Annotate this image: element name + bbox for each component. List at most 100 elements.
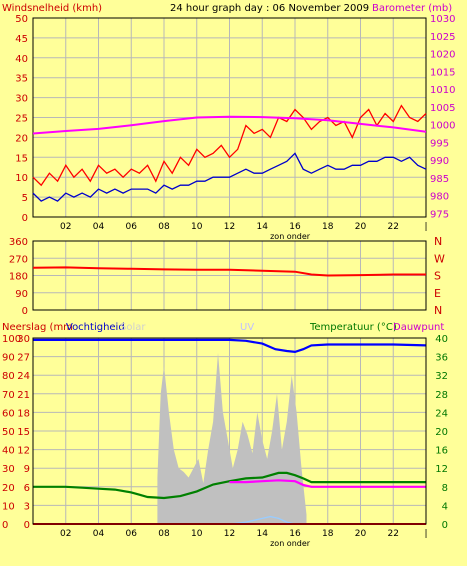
percent-tick-label: 70 (2, 390, 15, 401)
rain-tick-label: 0 (24, 520, 30, 531)
percent-tick-label: 60 (2, 408, 15, 419)
series-area-solar (157, 352, 307, 524)
compass-label: N (434, 235, 442, 248)
rain-tick-label: 12 (17, 446, 30, 457)
percent-tick-label: 0 (2, 520, 8, 531)
x-tick-label: 04 (93, 222, 105, 232)
percent-tick-label: 50 (2, 427, 15, 438)
temperature-tick-label: 16 (435, 446, 448, 457)
x-tick-label: 22 (388, 222, 399, 232)
x-tick-label: 14 (257, 529, 269, 539)
y-left-tick-label: 25 (15, 114, 28, 125)
humidity-label: Vochtigheid (66, 322, 125, 333)
x-tick-label: 10 (191, 529, 203, 539)
y-right-tick-label: 990 (430, 156, 449, 167)
y-left-tick-label: 0 (22, 213, 28, 224)
x-tick-label: 18 (322, 529, 334, 539)
series-line-average (32, 152, 427, 202)
direction-tick-label: 90 (15, 289, 28, 300)
y-left-tick-label: 20 (15, 133, 28, 144)
compass-label: N (434, 304, 442, 317)
x-tick-label: 04 (93, 529, 105, 539)
y-right-tick-label: 1010 (430, 85, 455, 96)
x-tick-label: 16 (289, 529, 301, 539)
percent-tick-label: 20 (2, 483, 15, 494)
x-tick-label: 08 (158, 529, 170, 539)
temperature-tick-label: 20 (435, 427, 448, 438)
percent-tick-label: 30 (2, 464, 15, 475)
y-right-tick-label: 1025 (430, 32, 455, 43)
rain-tick-label: 27 (17, 353, 30, 364)
y-right-tick-label: 980 (430, 192, 449, 203)
temperature-tick-label: 4 (442, 501, 448, 512)
percent-tick-label: 40 (2, 446, 15, 457)
temperature-tick-label: 24 (435, 408, 448, 419)
series-line-humidity (33, 338, 427, 354)
barometer-axis-title: Barometer (mb) (372, 3, 452, 14)
sunset-label: zon onder (270, 232, 311, 241)
rain-tick-label: 9 (24, 464, 30, 475)
y-left-tick-label: 5 (22, 193, 28, 204)
y-left-tick-label: 30 (15, 94, 28, 105)
y-right-tick-label: 1000 (430, 121, 455, 132)
y-right-tick-label: 985 (430, 174, 449, 185)
chart-title: 24 hour graph day : 06 November 2009 (170, 3, 369, 14)
x-tick-label: 02 (60, 222, 71, 232)
x-tick-label: 20 (355, 222, 367, 232)
compass-label: W (434, 252, 445, 265)
x-tick-label: 06 (126, 529, 138, 539)
uv-label: UV (240, 322, 254, 333)
x-tick-label: 14 (257, 222, 269, 232)
y-left-tick-label: 50 (15, 14, 28, 25)
temperature-tick-label: 8 (442, 483, 448, 494)
y-right-tick-label: 975 (430, 209, 449, 220)
temperature-tick-label: 12 (435, 464, 448, 475)
rain-tick-label: 15 (17, 427, 30, 438)
wind-axis-title: Windsnelheid (kmh) (2, 3, 102, 14)
y-left-tick-label: 35 (15, 74, 28, 85)
panel-3-frame (32, 337, 427, 525)
temperature-tick-label: 40 (435, 334, 448, 345)
rain-tick-label: 3 (24, 501, 30, 512)
y-right-tick-label: 995 (430, 138, 449, 149)
y-left-tick-label: 40 (15, 54, 28, 65)
rain-tick-label: 6 (24, 483, 30, 494)
y-left-tick-label: 45 (15, 34, 28, 45)
sunset-label: zon onder (270, 539, 311, 548)
y-right-tick-label: 1020 (430, 50, 455, 61)
solar-label: Solar (120, 322, 146, 333)
y-left-tick-label: 15 (15, 153, 28, 164)
x-tick-label: 02 (60, 529, 71, 539)
x-tick-label: 12 (224, 222, 235, 232)
x-tick-label: 08 (158, 222, 170, 232)
temperature-label: Temperatuur (°C) (309, 322, 397, 333)
x-tick-label: | (424, 222, 427, 232)
temperature-tick-label: 0 (442, 520, 448, 531)
dewpoint-label: Dauwpunt (393, 322, 444, 333)
percent-tick-label: 80 (2, 371, 15, 382)
series-line-dewpoint (229, 479, 426, 488)
x-tick-label: | (424, 529, 427, 539)
percent-tick-label: 10 (2, 501, 15, 512)
y-right-tick-label: 1030 (430, 14, 455, 25)
percent-tick-label: 100 (2, 334, 21, 345)
percent-tick-label: 90 (2, 353, 15, 364)
temperature-tick-label: 36 (435, 353, 448, 364)
x-tick-label: 06 (126, 222, 138, 232)
rain-tick-label: 21 (17, 390, 30, 401)
x-tick-label: 16 (289, 222, 301, 232)
series-line-temperature (33, 471, 426, 500)
rain-label: Neerslag (mm (2, 322, 73, 333)
series-line-gust (32, 104, 427, 187)
direction-tick-label: 270 (9, 254, 28, 265)
x-tick-label: 20 (355, 529, 367, 539)
compass-label: S (434, 270, 441, 283)
direction-tick-label: 0 (22, 306, 28, 317)
direction-tick-label: 180 (9, 272, 28, 283)
y-right-tick-label: 1005 (430, 103, 455, 114)
series-line-direction (32, 266, 426, 277)
x-tick-label: 10 (191, 222, 203, 232)
rain-tick-label: 24 (17, 371, 30, 382)
temperature-tick-label: 32 (435, 371, 448, 382)
